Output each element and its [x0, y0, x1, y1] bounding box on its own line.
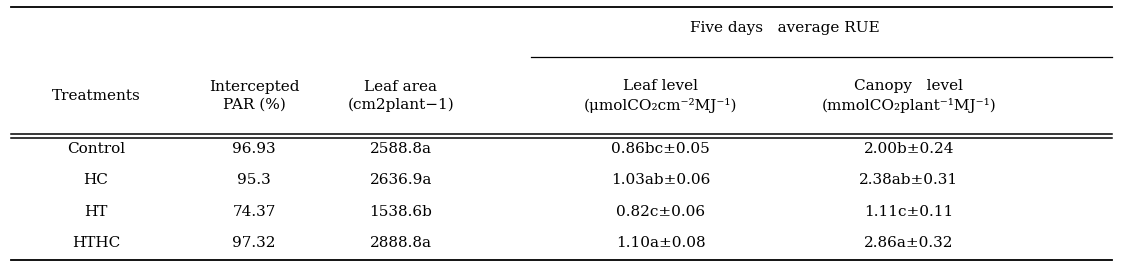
- Text: 96.93: 96.93: [233, 141, 275, 156]
- Text: Intercepted
PAR (%): Intercepted PAR (%): [209, 80, 299, 112]
- Text: Control: Control: [67, 141, 125, 156]
- Text: 97.32: 97.32: [233, 236, 275, 250]
- Text: Five days   average RUE: Five days average RUE: [690, 21, 879, 35]
- Text: 2.38ab±0.31: 2.38ab±0.31: [859, 173, 959, 187]
- Text: 0.82c±0.06: 0.82c±0.06: [616, 205, 704, 219]
- Text: 74.37: 74.37: [233, 205, 275, 219]
- Text: HC: HC: [84, 173, 108, 187]
- Text: HTHC: HTHC: [72, 236, 120, 250]
- Text: 1.11c±0.11: 1.11c±0.11: [864, 205, 954, 219]
- Text: Treatments: Treatments: [52, 89, 140, 103]
- Text: Canopy   level
(mmolCO₂plant⁻¹MJ⁻¹): Canopy level (mmolCO₂plant⁻¹MJ⁻¹): [822, 79, 996, 113]
- Text: 2636.9a: 2636.9a: [369, 173, 432, 187]
- Text: 1538.6b: 1538.6b: [369, 205, 432, 219]
- Text: 2.00b±0.24: 2.00b±0.24: [864, 141, 954, 156]
- Text: 2.86a±0.32: 2.86a±0.32: [864, 236, 954, 250]
- Text: HT: HT: [85, 205, 107, 219]
- Text: Leaf level
(μmolCO₂cm⁻²MJ⁻¹): Leaf level (μmolCO₂cm⁻²MJ⁻¹): [584, 79, 737, 113]
- Text: 1.03ab±0.06: 1.03ab±0.06: [611, 173, 710, 187]
- Text: Leaf area
(cm2plant−1): Leaf area (cm2plant−1): [348, 80, 454, 112]
- Text: 1.10a±0.08: 1.10a±0.08: [615, 236, 706, 250]
- Text: 0.86bc±0.05: 0.86bc±0.05: [611, 141, 710, 156]
- Text: 95.3: 95.3: [237, 173, 271, 187]
- Text: 2588.8a: 2588.8a: [370, 141, 431, 156]
- Text: 2888.8a: 2888.8a: [370, 236, 431, 250]
